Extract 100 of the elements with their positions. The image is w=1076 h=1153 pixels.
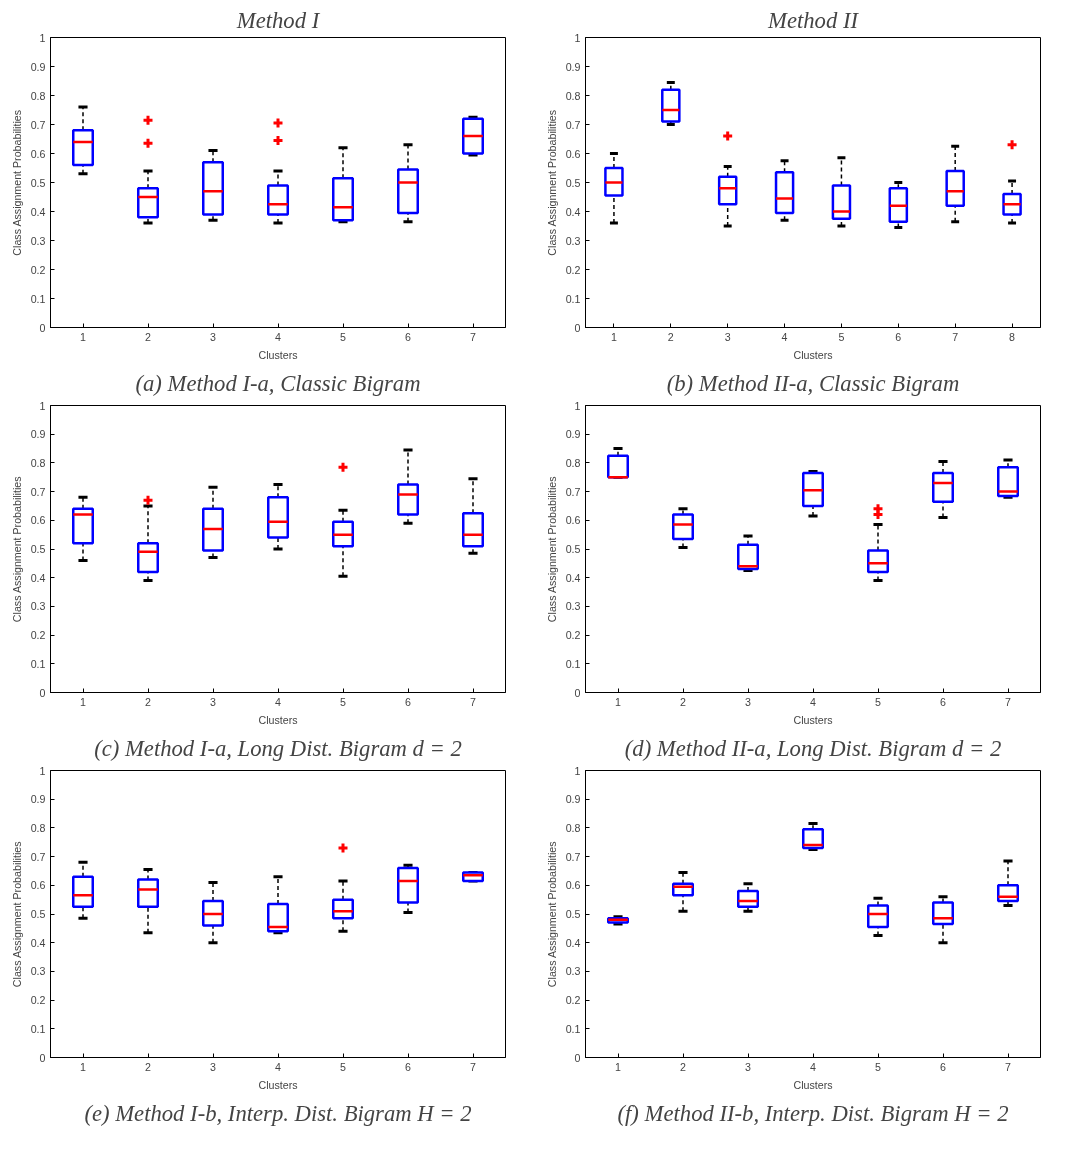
x-tick-label: 5 (340, 1060, 347, 1073)
text: (a) Method I-a, Classic Bigram (135, 370, 421, 396)
x-axis-title: Clusters (258, 348, 298, 361)
y-tick-label: 0.5 (30, 176, 46, 189)
chart-subtitle: Method I (235, 7, 321, 33)
x-tick-label: 2 (667, 330, 674, 343)
y-tick-label: 0.1 (30, 292, 46, 305)
x-tick-label: 5 (838, 330, 845, 343)
y-axis-title: Class Assignment Probabilities (10, 109, 23, 256)
y-tick-label: 0.9 (565, 428, 581, 441)
x-tick-label: 8 (1009, 330, 1016, 343)
y-tick-label: 0.2 (30, 629, 46, 642)
y-tick-label: 0.3 (30, 234, 46, 247)
y-tick-label: 0.6 (30, 514, 46, 527)
x-tick-label: 5 (340, 695, 347, 708)
x-tick-label: 3 (210, 330, 217, 343)
y-tick-label: 0.1 (30, 1022, 46, 1035)
x-tick-label: 6 (940, 1060, 947, 1073)
x-axis-title: Clusters (793, 348, 833, 361)
y-tick-label: 0.2 (565, 994, 581, 1007)
x-tick-label: 7 (1005, 695, 1012, 708)
y-tick-label: 0.6 (30, 879, 46, 892)
y-tick-label: 0.5 (565, 176, 581, 189)
y-tick-label: 0.2 (30, 994, 46, 1007)
x-tick-label: 4 (275, 695, 282, 708)
x-tick-label: 3 (210, 695, 217, 708)
y-tick-label: 0 (574, 321, 581, 334)
y-tick-label: 0.8 (30, 89, 46, 102)
x-tick-label: 1 (615, 1060, 622, 1073)
x-tick-label: 3 (745, 1060, 752, 1073)
x-tick-label: 2 (145, 1060, 152, 1073)
x-tick-label: 4 (275, 330, 282, 343)
y-tick-label: 0.7 (565, 118, 581, 131)
y-tick-label: 0.4 (565, 936, 581, 949)
x-tick-label: 2 (680, 1060, 687, 1073)
x-tick-label: 5 (340, 330, 347, 343)
y-tick-label: 0.3 (565, 965, 581, 978)
y-tick-label: 0.6 (565, 514, 581, 527)
x-tick-label: 7 (470, 330, 477, 343)
y-tick-label: 0.7 (565, 485, 581, 498)
text: (f) Method II-b, Interp. Dist. Bigram H = 2 (617, 1100, 1009, 1126)
x-tick-label: 1 (615, 695, 622, 708)
y-tick-label: 1 (574, 31, 581, 44)
y-tick-label: 0.8 (30, 821, 46, 834)
y-tick-label: 0.5 (565, 908, 581, 920)
x-axis-title: Clusters (258, 713, 298, 726)
y-tick-label: 0.5 (30, 543, 46, 555)
y-tick-label: 0.4 (30, 936, 46, 949)
x-tick-label: 6 (405, 695, 412, 708)
y-tick-label: 0 (39, 321, 46, 334)
y-tick-label: 0.8 (565, 89, 581, 102)
x-tick-label: 7 (1005, 1060, 1012, 1073)
x-tick-label: 3 (724, 330, 731, 343)
y-tick-label: 0.9 (565, 60, 581, 73)
y-tick-label: 1 (574, 764, 581, 777)
y-tick-label: 0.2 (30, 263, 46, 276)
y-tick-label: 0.1 (30, 657, 46, 670)
y-tick-label: 1 (39, 764, 46, 777)
y-tick-label: 0.7 (30, 850, 46, 863)
text: (d) Method II-a, Long Dist. Bigram d = 2 (624, 735, 1002, 761)
y-tick-label: 0.1 (565, 1022, 581, 1035)
x-tick-label: 6 (895, 330, 902, 343)
x-tick-label: 4 (781, 330, 788, 343)
y-tick-label: 0.8 (565, 456, 581, 469)
y-tick-label: 0.4 (30, 571, 46, 584)
x-tick-label: 3 (745, 695, 752, 708)
y-tick-label: 0.7 (565, 850, 581, 863)
x-tick-label: 7 (952, 330, 959, 343)
x-axis-title: Clusters (793, 713, 833, 726)
y-axis-title: Class Assignment Probabilities (545, 476, 558, 623)
y-tick-label: 0.9 (565, 793, 581, 806)
y-axis-title: Class Assignment Probabilities (545, 109, 558, 256)
y-axis-title: Class Assignment Probabilities (10, 476, 23, 623)
y-tick-label: 0.2 (565, 263, 581, 276)
y-tick-label: 0.3 (30, 600, 46, 613)
y-tick-label: 0 (39, 686, 46, 699)
x-tick-label: 1 (80, 1060, 87, 1073)
x-tick-label: 4 (810, 695, 817, 708)
x-tick-label: 3 (210, 1060, 217, 1073)
text: (c) Method I-a, Long Dist. Bigram d = 2 (94, 735, 462, 761)
y-tick-label: 0.6 (30, 147, 46, 160)
x-tick-label: 6 (405, 330, 412, 343)
x-tick-label: 7 (470, 695, 477, 708)
text: (b) Method II-a, Classic Bigram (666, 370, 960, 396)
y-tick-label: 0.6 (565, 879, 581, 892)
x-tick-label: 1 (80, 330, 87, 343)
y-tick-label: 0.3 (565, 600, 581, 613)
x-tick-label: 1 (80, 695, 87, 708)
chart-subtitle: Method II (767, 7, 860, 33)
y-tick-label: 0 (574, 686, 581, 699)
y-tick-label: 0.5 (565, 543, 581, 555)
y-tick-label: 0.4 (30, 205, 46, 218)
y-tick-label: 0.3 (565, 234, 581, 247)
y-tick-label: 0.8 (30, 456, 46, 469)
x-tick-label: 4 (810, 1060, 817, 1073)
y-tick-label: 0.9 (30, 793, 46, 806)
text: (e) Method I-b, Interp. Dist. Bigram H = 2 (84, 1100, 472, 1126)
y-tick-label: 0.4 (565, 571, 581, 584)
y-tick-label: 1 (574, 399, 581, 412)
y-tick-label: 0 (39, 1051, 46, 1064)
